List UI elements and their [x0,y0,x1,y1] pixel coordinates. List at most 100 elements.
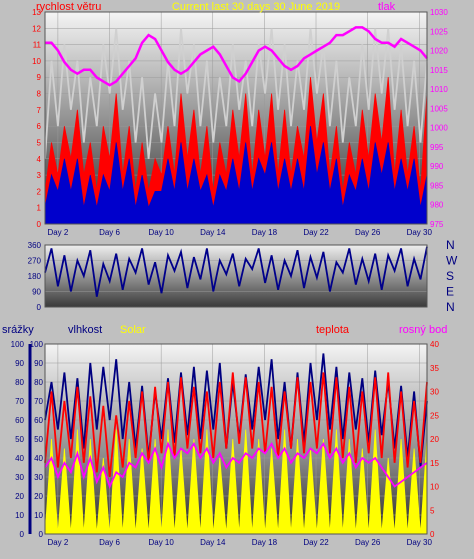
y-tick-label: 1 [37,204,42,213]
right-tick-label: 1030 [430,8,448,17]
right-tick-label: 35 [430,364,439,373]
y-tick-label: 3 [37,171,42,180]
right-tick-label: 985 [430,181,444,190]
x-tick-label: Day 6 [99,228,120,237]
compass-label: W [446,254,458,268]
compass-label: E [446,285,454,299]
humidity-tick-label: 50 [34,435,43,444]
x-tick-label: Day 22 [303,228,329,237]
y-tick-label: 9 [37,73,42,82]
rain-ticks: 0 10 20 30 40 50 60 70 80 90 100 [11,340,25,539]
temperature-ticks: 0 5 10 15 20 25 30 35 40 [430,340,439,539]
x-tick-label: Day 6 [99,538,120,547]
humidity-tick-label: 0 [39,530,44,539]
right-tick-label: 1015 [430,66,448,75]
right-tick-label: 980 [430,201,444,210]
y-tick-label: 4 [37,155,42,164]
temperature-label: teplota [316,324,350,336]
x-tick-label: Day 2 [47,228,68,237]
right-tick-label: 10 [430,483,439,492]
right-tick-label: 1025 [430,27,448,36]
x-ticks-3: Day 2 Day 6 Day 10 Day 14 Day 18 Day 22 Day 26… [47,538,432,547]
humidity-tick-label: 30 [34,473,43,482]
right-tick-label: 20 [430,435,439,444]
chart-title: Current last 30 days 30 June 2019 [172,1,340,13]
x-tick-label: Day 22 [303,538,329,547]
right-tick-label: 1000 [430,124,448,133]
compass-label: N [446,238,455,252]
y-tick-label: 90 [32,288,41,297]
y-tick-label: 90 [15,359,24,368]
right-tick-label: 1020 [430,47,448,56]
y-tick-label: 70 [15,397,24,406]
y-tick-label: 11 [33,41,42,50]
humidity-tick-label: 10 [34,511,43,520]
y-tick-label: 13 [32,8,41,17]
y-tick-label: 2 [37,187,42,196]
humidity-tick-label: 80 [34,378,43,387]
y-tick-label: 0 [37,303,42,312]
left-ticks-2: 0 90 180 270 360 [28,241,42,312]
y-tick-label: 270 [28,257,42,266]
right-tick-label: 30 [430,388,439,397]
dew-point-label: rosný bod [399,324,447,336]
right-tick-label: 0 [430,530,435,539]
right-tick-label: 5 [430,506,435,515]
y-tick-label: 10 [32,57,41,66]
y-tick-label: 8 [37,90,42,99]
x-ticks-1: Day 2 Day 6 Day 10 Day 14 Day 18 Day 22 Day 26… [47,228,432,237]
x-tick-label: Day 30 [407,538,433,547]
series-3 [44,353,428,535]
x-tick-label: Day 14 [200,538,226,547]
right-tick-label: 1005 [430,104,448,113]
series-pressure [45,26,428,87]
y-tick-label: 10 [15,511,24,520]
y-tick-label: 0 [37,220,42,229]
right-tick-label: 40 [430,340,439,349]
x-tick-label: Day 10 [148,228,174,237]
x-tick-label: Day 26 [355,538,381,547]
right-ticks-1: 975 980 985 990 995 1000 1005 1010 1015 1020 1025 1… [430,8,448,229]
humidity-ticks: 0 10 20 30 40 50 60 70 80 90 100 [30,340,44,539]
x-tick-label: Day 2 [47,538,68,547]
series-temp [44,372,428,478]
y-tick-label: 7 [37,106,42,115]
compass-label: N [446,300,455,314]
rain-label: srážky [2,324,34,336]
humidity-tick-label: 70 [34,397,43,406]
series-2 [44,246,428,297]
y-tick-label: 30 [15,473,24,482]
right-tick-label: 15 [430,459,439,468]
x-tick-label: Day 30 [407,228,433,237]
right-tick-label: 995 [430,143,444,152]
pressure-label: tlak [378,1,396,13]
y-tick-label: 50 [15,435,24,444]
humidity-tick-label: 90 [34,359,43,368]
y-tick-label: 60 [15,416,24,425]
y-tick-label: 80 [15,378,24,387]
y-tick-label: 180 [28,272,42,281]
series-1 [44,26,428,225]
humidity-tick-label: 20 [34,492,43,501]
y-tick-label: 12 [32,24,41,33]
right-tick-label: 975 [430,220,444,229]
y-tick-label: 5 [37,138,42,147]
humidity-tick-label: 100 [30,340,44,349]
humidity-label: vlhkost [68,324,102,336]
right-tick-label: 990 [430,162,444,171]
right-tick-label: 25 [430,411,439,420]
compass-label: S [446,269,454,283]
x-tick-label: Day 18 [252,228,278,237]
solar-label: Solar [120,324,146,336]
y-tick-label: 0 [20,530,25,539]
y-tick-label: 6 [37,122,42,131]
y-tick-label: 40 [15,454,24,463]
series-solar [44,429,428,535]
y-tick-label: 100 [11,340,25,349]
